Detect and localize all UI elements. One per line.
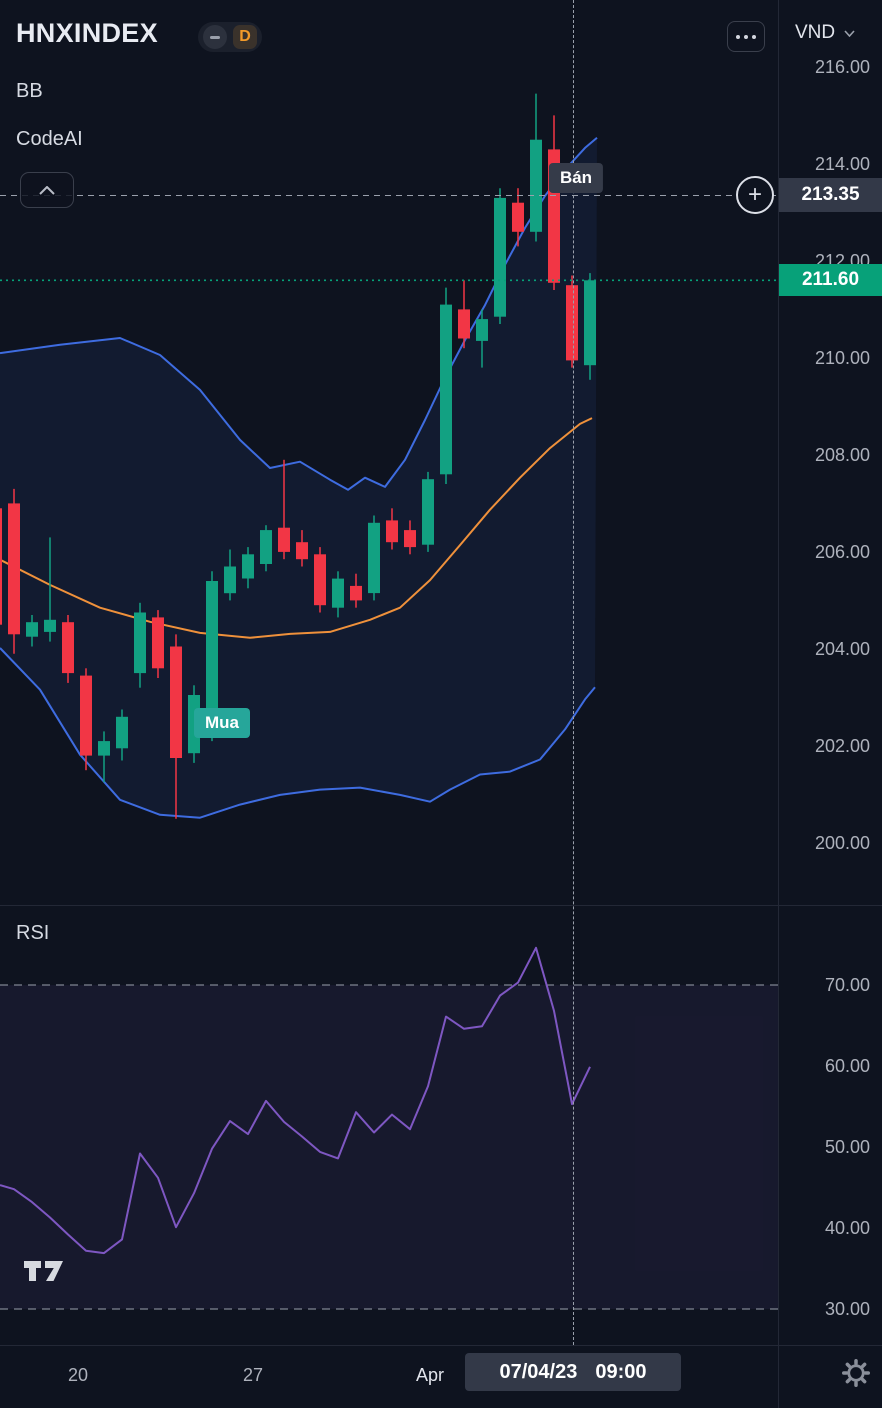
more-options-button[interactable] — [727, 21, 765, 52]
chevron-up-icon — [39, 185, 55, 195]
chevron-down-icon — [844, 29, 855, 37]
symbol-title[interactable]: HNXINDEX — [16, 18, 158, 48]
price-tick: 200.00 — [814, 832, 870, 853]
tradingview-logo-icon — [24, 1261, 63, 1281]
price-tick: 210.00 — [814, 347, 870, 368]
time-tick: Apr — [415, 1365, 445, 1385]
rsi-tick: 40.00 — [824, 1218, 870, 1239]
gear-icon — [842, 1359, 870, 1387]
buy-signal-label: Mua — [194, 707, 250, 738]
settings-gear-button[interactable] — [842, 1359, 870, 1387]
time-tick: 27 — [242, 1365, 264, 1385]
price-tick: 202.00 — [814, 735, 870, 756]
indicator-label-bb[interactable]: BB — [16, 80, 43, 102]
minus-icon — [210, 35, 220, 39]
price-tick: 206.00 — [814, 541, 870, 562]
price-tick: 208.00 — [814, 444, 870, 465]
collapse-pane-button[interactable] — [20, 172, 74, 208]
rsi-tick: 60.00 — [824, 1056, 870, 1077]
crosshair-time: 09:00 — [595, 1360, 647, 1383]
last-price-label: 211.60 — [779, 264, 882, 297]
rsi-tick: 50.00 — [824, 1137, 870, 1158]
crosshair-time-label: 07/04/23 09:00 — [465, 1353, 681, 1391]
time-tick: 20 — [67, 1365, 89, 1385]
tradingview-logo[interactable] — [18, 1253, 80, 1294]
crosshair-date: 07/04/23 — [499, 1360, 578, 1383]
dot-icon — [744, 34, 748, 39]
interval-pill[interactable]: D — [198, 22, 262, 52]
price-tick: 204.00 — [814, 638, 870, 659]
crosshair-vertical-line — [573, 0, 574, 1345]
price-axis[interactable]: VND 213.35 211.60 216.00 214.00 212.00 210.… — [778, 0, 882, 1408]
rsi-tick: 30.00 — [824, 1299, 870, 1320]
rsi-tick: 70.00 — [824, 975, 870, 996]
toggle-knob-icon — [203, 25, 227, 49]
sell-signal-label: Bán — [548, 162, 604, 193]
price-tick: 214.00 — [814, 153, 870, 174]
currency-button[interactable]: VND — [795, 22, 855, 44]
add-order-plus-button[interactable]: + — [736, 176, 774, 215]
plus-icon: + — [747, 181, 762, 209]
indicator-label-rsi[interactable]: RSI — [16, 922, 50, 944]
currency-label: VND — [795, 22, 836, 43]
price-tick: 216.00 — [814, 56, 870, 77]
dot-icon — [736, 34, 740, 39]
pane-separator[interactable] — [0, 905, 882, 906]
interval-badge: D — [233, 25, 257, 49]
crosshair-price-label: 213.35 — [779, 178, 882, 213]
indicator-label-codeai[interactable]: CodeAI — [16, 128, 83, 150]
time-axis[interactable]: 07/04/23 09:00 20 27 Apr — [0, 1345, 882, 1408]
dot-icon — [752, 34, 756, 39]
